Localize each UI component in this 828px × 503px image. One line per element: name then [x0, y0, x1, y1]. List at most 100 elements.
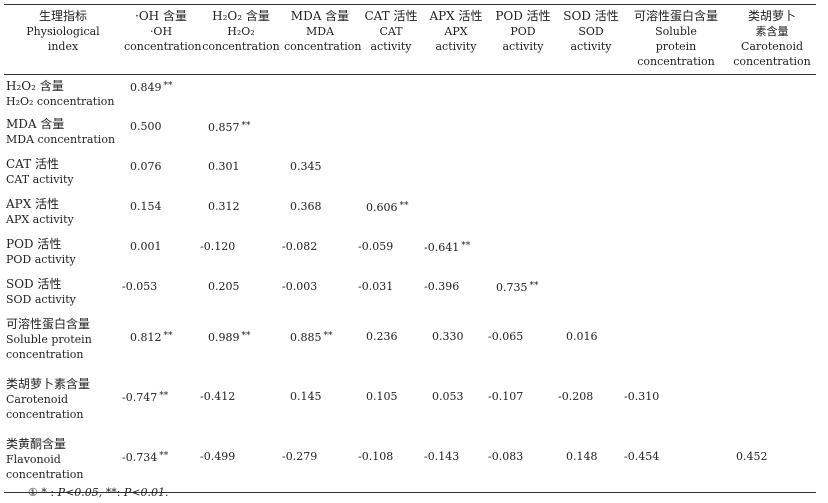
header-label: MDA 含量 [290, 9, 350, 23]
row-label: CAT 活性 CAT activity [4, 155, 122, 195]
correlation-value: -0.120 [200, 239, 236, 253]
row-label-en: concentration [6, 467, 84, 481]
table-row: 类胡萝卜素含量 Carotenoid concentration -0.747 ** -0… [4, 375, 816, 435]
significance-mark: ** [163, 330, 173, 341]
table-cell [558, 275, 624, 315]
correlation-value: -0.143 [424, 449, 460, 463]
table-cell [558, 235, 624, 275]
table-cell: 0.016 [558, 315, 624, 375]
correlation-value: -0.396 [424, 279, 460, 293]
table-cell: 0.148 [558, 435, 624, 493]
table-cell: -0.208 [558, 375, 624, 435]
header-label: Physiological [26, 25, 100, 38]
table-cell [488, 155, 558, 195]
row-label-en: APX activity [6, 212, 74, 226]
header-col-4: CAT 活性 CAT activity [358, 5, 424, 75]
header-label: 类胡萝卜 [747, 9, 796, 23]
table-row: H₂O₂ 含量 H₂O₂ concentration 0.849 ** [4, 75, 816, 115]
row-label-zh: 类胡萝卜素含量 [6, 376, 91, 391]
row-label-zh: 类黄酮含量 [6, 436, 67, 451]
row-label-zh: POD 活性 [6, 236, 62, 251]
table-cell: 0.154 [122, 195, 200, 235]
table-cell: -0.641 ** [424, 235, 488, 275]
correlation-value: -0.734 [122, 450, 158, 464]
row-label-zh: SOD 活性 [6, 276, 62, 291]
table-cell: -0.412 [200, 375, 282, 435]
correlation-value: 0.885 [290, 330, 322, 344]
table-cell: -0.082 [282, 235, 358, 275]
table-cell [624, 75, 728, 115]
table-cell: 0.885 ** [282, 315, 358, 375]
significance-mark: ** [241, 120, 251, 131]
table-cell [728, 155, 816, 195]
table-footnote: ① * : P<0.05, **: P<0.01. [28, 486, 169, 499]
correlation-value: 0.312 [208, 199, 240, 213]
table-cell: 0.812 ** [122, 315, 200, 375]
row-label-en: SOD activity [6, 292, 76, 306]
table-cell: -0.031 [358, 275, 424, 315]
table-cell [624, 115, 728, 155]
correlation-value: 0.735 [496, 280, 528, 294]
table-cell: -0.120 [200, 235, 282, 275]
table-cell [558, 155, 624, 195]
row-label-zh: H₂O₂ 含量 [6, 79, 64, 93]
correlation-value: -0.065 [488, 329, 524, 343]
header-col-7: SOD 活性 SOD activity [558, 5, 624, 75]
table-cell [424, 155, 488, 195]
correlation-value: -0.108 [358, 449, 394, 463]
row-label-en: MDA concentration [6, 132, 116, 146]
correlation-value: -0.454 [624, 449, 660, 463]
significance-mark: ** [163, 81, 173, 91]
table-cell: 0.001 [122, 235, 200, 275]
correlation-table: 生理指标 Physiological index ·OH 含量 ·OH concentra… [4, 4, 816, 493]
correlation-value: -0.208 [558, 389, 594, 403]
table-row: 类黄酮含量 Flavonoid concentration -0.734 ** -0.49… [4, 435, 816, 493]
table-cell [488, 235, 558, 275]
table-cell: -0.454 [624, 435, 728, 493]
table-cell: 0.205 [200, 275, 282, 315]
significance-mark: ** [241, 330, 251, 341]
correlation-value: -0.412 [200, 389, 236, 403]
header-label: APX [444, 25, 468, 38]
header-label: activity [502, 40, 544, 53]
footnote-star-single: * [41, 486, 47, 499]
row-label: 类胡萝卜素含量 Carotenoid concentration [4, 375, 122, 435]
table-cell [728, 275, 816, 315]
table-cell [358, 155, 424, 195]
row-label: MDA 含量 MDA concentration [4, 115, 122, 155]
correlation-value: -0.641 [424, 240, 460, 254]
header-col-1: ·OH 含量 ·OH concentration [122, 5, 202, 75]
table-cell: 0.500 [122, 115, 200, 155]
table-row: APX 活性 APX activity 0.154 0.312 0.368 0.606 ** [4, 195, 816, 235]
correlation-value: 0.105 [366, 389, 398, 403]
header-label: ·OH [149, 25, 173, 38]
header-label: index [47, 40, 79, 53]
row-label-en: concentration [6, 347, 84, 361]
header-label: CAT 活性 [364, 9, 418, 23]
table-cell [624, 315, 728, 375]
header-label: ·OH 含量 [135, 9, 187, 23]
header-label: APX 活性 [429, 9, 483, 23]
correlation-value: 0.236 [366, 329, 398, 343]
header-label: protein [655, 40, 697, 53]
table-cell [282, 115, 358, 155]
row-label-en: POD activity [6, 252, 76, 266]
table-cell: -0.310 [624, 375, 728, 435]
table-cell [424, 195, 488, 235]
correlation-value: -0.107 [488, 389, 524, 403]
table-row: MDA 含量 MDA concentration 0.500 0.857 ** [4, 115, 816, 155]
table-cell [624, 195, 728, 235]
significance-mark: ** [461, 240, 471, 251]
table-cell [558, 115, 624, 155]
correlation-value: -0.083 [488, 449, 524, 463]
correlation-value: -0.031 [358, 279, 394, 293]
correlation-value: 0.849 [130, 81, 162, 94]
table-cell [728, 375, 816, 435]
correlation-value: 0.076 [130, 159, 162, 173]
table-cell: -0.396 [424, 275, 488, 315]
header-label: POD 活性 [495, 9, 551, 23]
table-row: CAT 活性 CAT activity 0.076 0.301 0.345 [4, 155, 816, 195]
header-col-8: 可溶性蛋白含量 Soluble protein concentration [624, 5, 728, 75]
significance-mark: ** [159, 450, 169, 461]
correlation-value: -0.082 [282, 239, 318, 253]
